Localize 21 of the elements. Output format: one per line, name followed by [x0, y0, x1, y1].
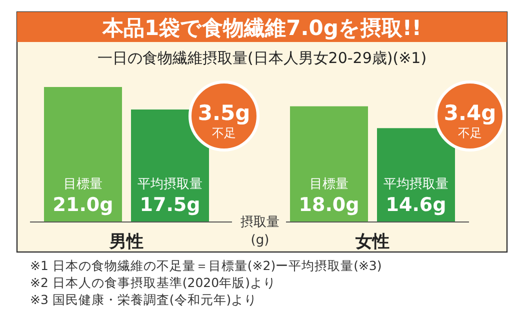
- annotation: 不足: [212, 126, 236, 140]
- xlabel: 摂取量: [240, 215, 280, 230]
- category: 女性: [356, 232, 390, 252]
- annotation: ※1 日本の食物繊維の不足量＝目標量(※2)ー平均摂取量(※3): [30, 258, 382, 273]
- annotation: ※2 日本人の食事摂取基準(2020年版)より: [30, 275, 276, 290]
- series-name: 平均摂取量: [138, 177, 202, 192]
- series-name: 目標量: [310, 177, 348, 192]
- xlabel: (g): [250, 233, 270, 248]
- annotation: ※3 国民健康・栄養調査(令和元年)より: [30, 292, 258, 307]
- category: 男性: [110, 232, 144, 252]
- annotation: 3.4g: [444, 101, 496, 125]
- annotation: 3.5g: [198, 101, 250, 125]
- value-label: 17.5g: [140, 194, 200, 216]
- title: 本品1袋で食物繊維7.0gを摂取!!: [102, 16, 422, 40]
- series-name: 目標量: [64, 177, 102, 192]
- value-label: 21.0g: [52, 194, 114, 216]
- annotation: 不足: [458, 126, 482, 140]
- value-label: 14.6g: [386, 194, 446, 216]
- series-name: 平均摂取量: [384, 177, 448, 192]
- subtitle: 一日の食物繊維摂取量(日本人男女20-29歳)(※1): [97, 49, 427, 67]
- value-label: 18.0g: [298, 194, 360, 216]
